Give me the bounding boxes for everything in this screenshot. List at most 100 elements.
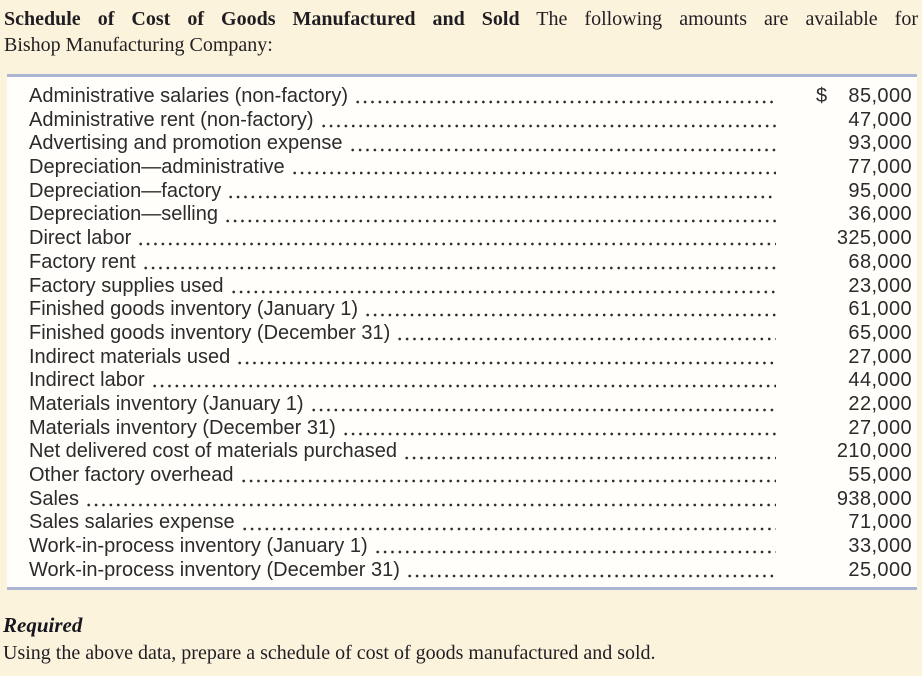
currency-symbol <box>816 369 840 393</box>
currency-symbol <box>816 156 840 180</box>
required-text: Using the above data, prepare a schedule… <box>3 642 656 664</box>
table-row: Sales 938,000 <box>29 488 912 512</box>
table-row: Factory supplies used 23,000 <box>29 275 912 299</box>
amount-value: 55,000 <box>848 464 912 486</box>
amount-value: 36,000 <box>848 203 912 226</box>
row-amount: 210,000 <box>816 440 912 464</box>
table-row: Indirect materials used 27,000 <box>29 346 912 370</box>
row-amount: 22,000 <box>816 393 912 417</box>
amount-value: 27,000 <box>848 345 912 368</box>
row-amount: 55,000 <box>816 464 912 488</box>
table-row: Net delivered cost of materials purchase… <box>29 440 912 464</box>
table-row: Factory rent 68,000 <box>29 251 912 275</box>
table-row: Materials inventory (December 31) 27,000 <box>29 417 912 441</box>
dot-leader <box>240 524 776 533</box>
amount-value: 210,000 <box>836 440 912 463</box>
amount-value: 325,000 <box>836 227 912 250</box>
dot-leader <box>319 121 776 130</box>
row-amount: 27,000 <box>816 346 912 370</box>
row-label: Administrative rent (non-factory) <box>29 108 314 131</box>
currency-symbol <box>816 511 840 535</box>
table-row: Administrative rent (non-factory) 47,000 <box>29 109 912 133</box>
amount-value: 93,000 <box>848 132 912 155</box>
row-label: Direct labor <box>29 227 132 250</box>
dot-leader <box>85 500 776 509</box>
amount-value: 77,000 <box>848 156 912 179</box>
row-label: Advertising and promotion expense <box>29 132 343 155</box>
row-amount: 47,000 <box>816 109 912 133</box>
amount-value: 23,000 <box>848 274 912 297</box>
dot-leader <box>405 571 776 580</box>
table-row: Direct labor 325,000 <box>29 227 912 251</box>
dot-leader <box>141 264 776 272</box>
intro-title: Schedule of Cost of Goods Manufactured a… <box>4 8 520 30</box>
row-amount: 44,000 <box>816 369 912 393</box>
row-amount: 95,000 <box>816 180 912 204</box>
dot-leader <box>290 169 776 178</box>
row-amount: 93,000 <box>816 132 912 156</box>
currency-symbol <box>816 417 840 441</box>
dot-leader <box>150 382 776 391</box>
row-amount: $85,000 <box>816 85 912 109</box>
dot-leader <box>229 287 776 296</box>
row-amount: 23,000 <box>816 275 912 299</box>
row-label: Indirect labor <box>29 369 145 392</box>
row-label: Work-in-process inventory (January 1) <box>29 535 368 558</box>
currency-symbol <box>816 251 840 275</box>
amounts-table: Administrative salaries (non-factory) $85… <box>29 85 912 582</box>
dot-leader <box>137 240 776 249</box>
row-label: Materials inventory (January 1) <box>29 392 304 415</box>
row-label: Depreciation—selling <box>29 203 218 226</box>
currency-symbol <box>816 298 840 322</box>
currency-symbol <box>816 559 840 583</box>
table-row: Depreciation—administrative 77,000 <box>29 156 912 180</box>
currency-symbol: $ <box>816 85 828 107</box>
row-label: Work-in-process inventory (December 31) <box>29 558 400 581</box>
dot-leader <box>309 406 776 415</box>
row-amount: 36,000 <box>816 203 912 227</box>
row-label: Sales <box>29 487 80 510</box>
row-amount: 68,000 <box>816 251 912 275</box>
amount-value: 95,000 <box>848 179 912 202</box>
currency-symbol <box>816 180 840 204</box>
dot-leader <box>402 453 776 462</box>
table-row: Finished goods inventory (December 31) 65… <box>29 322 912 346</box>
dot-leader <box>341 429 776 438</box>
dot-leader <box>236 358 776 367</box>
currency-symbol <box>816 440 837 464</box>
currency-symbol <box>816 393 840 417</box>
table-row: Depreciation—factory 95,000 <box>29 180 912 204</box>
amount-value: 85,000 <box>848 85 912 107</box>
amount-value: 71,000 <box>848 511 912 534</box>
amount-value: 938,000 <box>836 487 912 510</box>
amount-value: 25,000 <box>848 558 912 581</box>
row-label: Administrative salaries (non-factory) <box>29 85 348 107</box>
currency-symbol <box>816 109 840 133</box>
currency-symbol <box>816 132 840 156</box>
amount-value: 27,000 <box>848 416 912 439</box>
dot-leader <box>354 98 776 107</box>
row-label: Sales salaries expense <box>29 511 235 534</box>
dot-leader <box>373 548 776 557</box>
row-label: Factory supplies used <box>29 274 224 297</box>
table-row: Indirect labor 44,000 <box>29 369 912 393</box>
currency-symbol <box>816 488 837 512</box>
intro-title-rest: The following amounts are available for <box>536 8 919 30</box>
dot-leader <box>223 216 776 225</box>
currency-symbol <box>816 322 840 346</box>
row-amount: 71,000 <box>816 511 912 535</box>
amount-value: 68,000 <box>848 250 912 273</box>
amount-value: 44,000 <box>848 369 912 392</box>
table-row: Sales salaries expense 71,000 <box>29 511 912 535</box>
amounts-panel: Administrative salaries (non-factory) $85… <box>7 74 917 591</box>
currency-symbol <box>816 227 837 251</box>
row-amount: 325,000 <box>816 227 912 251</box>
amount-value: 47,000 <box>848 108 912 131</box>
intro-line-1: Schedule of Cost of Goods Manufactured a… <box>4 6 918 32</box>
intro-paragraph: Schedule of Cost of Goods Manufactured a… <box>4 6 918 58</box>
currency-symbol <box>816 535 840 559</box>
table-row: Work-in-process inventory (December 31) 2… <box>29 559 912 583</box>
row-label: Other factory overhead <box>29 464 234 486</box>
table-row: Depreciation—selling 36,000 <box>29 203 912 227</box>
dot-leader <box>396 335 776 344</box>
